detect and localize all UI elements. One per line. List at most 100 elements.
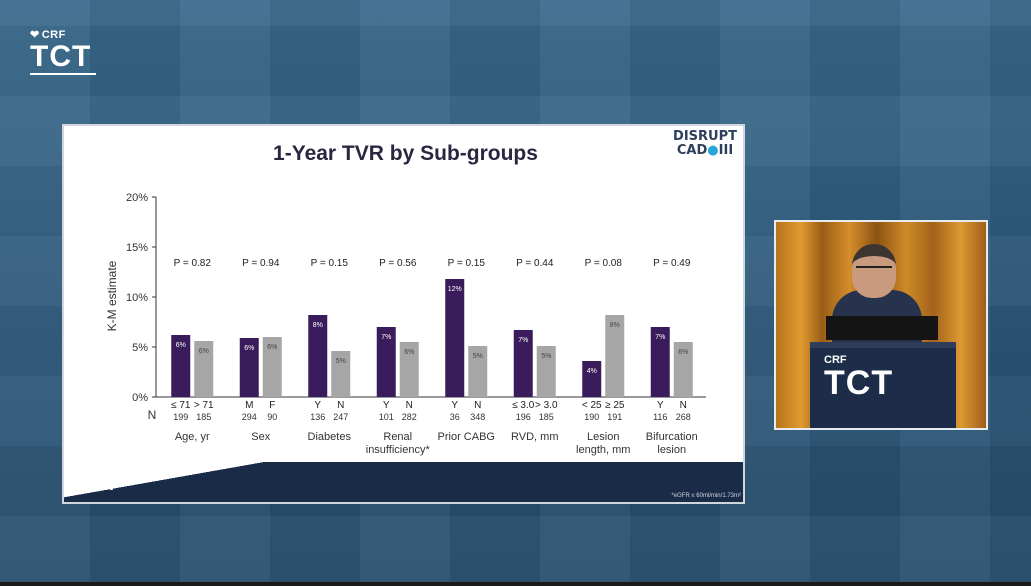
disrupt-text: DISRUPT — [673, 129, 737, 144]
bar-category-label: < 25 — [582, 400, 602, 411]
bar-category-label: Y — [451, 400, 458, 411]
tvr-bar-chart: 0% 5% 10% 15% 20% K-M estimate N P = 0.82 6% ≤ 71… — [105, 192, 706, 456]
group-label: Renal — [383, 431, 412, 443]
bar-category-label: Y — [383, 400, 390, 411]
bar — [513, 330, 533, 397]
bar-n-value: 196 — [516, 412, 531, 422]
bar-n-value: 185 — [196, 412, 211, 422]
bar-value-label: 7% — [655, 334, 665, 341]
bar-value-label: 7% — [518, 337, 528, 344]
p-value-label: P = 0.82 — [174, 258, 212, 269]
footer-tct-text: TCT — [82, 474, 117, 494]
p-value-label: P = 0.15 — [448, 258, 486, 269]
bar-value-label: 4% — [587, 368, 597, 375]
speaker-video: CRF TCT — [774, 220, 988, 430]
bar-category-label: F — [269, 400, 275, 411]
bar-n-value: 282 — [402, 412, 417, 422]
bar — [399, 342, 419, 397]
p-value-label: P = 0.44 — [516, 258, 554, 269]
numeral-text: III — [718, 143, 734, 158]
bar-value-label: 12% — [448, 286, 462, 293]
p-value-label: P = 0.56 — [379, 258, 417, 269]
group-label: Bifurcation — [646, 431, 698, 443]
bar-value-label: 5% — [541, 353, 551, 360]
bar-n-value: 268 — [676, 412, 691, 422]
bar-category-label: Y — [314, 400, 321, 411]
bar-n-value: 348 — [470, 412, 485, 422]
presentation-slide: 1-Year TVR by Sub-groups DISRUPT CAD●III… — [62, 124, 745, 504]
bar-value-label: 5% — [336, 358, 346, 365]
bar — [605, 315, 625, 397]
bar — [331, 351, 351, 397]
bar-category-label: M — [245, 400, 253, 411]
podium-crf-text: CRF — [824, 354, 847, 366]
bar — [650, 327, 670, 397]
slide-footer: CRF TCT *eGFR ≤ 60ml/min/1.73m² — [64, 462, 743, 502]
group-label: lesion — [657, 444, 686, 456]
y-tick-label: 15% — [126, 242, 148, 254]
bar-category-label: Y — [657, 400, 664, 411]
p-value-label: P = 0.15 — [311, 258, 349, 269]
bar-category-label: N — [337, 400, 344, 411]
bar-category-label: N — [474, 400, 481, 411]
bar-category-label: ≤ 3.0 — [512, 400, 535, 411]
bar-n-value: 116 — [653, 412, 667, 422]
bar-n-value: 185 — [539, 412, 554, 422]
bar-value-label: 6% — [267, 344, 277, 351]
podium-logo: CRF TCT — [824, 354, 893, 400]
footer-tct-logo: CRF TCT — [82, 466, 117, 493]
bottom-bar — [0, 582, 1031, 586]
bar-category-label: N — [406, 400, 413, 411]
bar-value-label: 6% — [404, 349, 414, 356]
bar-value-label: 5% — [473, 353, 483, 360]
bar-category-label: N — [680, 400, 687, 411]
y-axis-label: K-M estimate — [105, 260, 119, 331]
bar-n-value: 101 — [379, 412, 394, 422]
bar — [376, 327, 396, 397]
glasses-icon — [856, 266, 892, 272]
bar-n-value: 90 — [267, 412, 277, 422]
group-label: Age, yr — [175, 431, 210, 443]
y-tick-label: 5% — [132, 342, 148, 354]
podium: CRF TCT — [810, 342, 956, 428]
bar — [582, 361, 602, 397]
group-label: RVD, mm — [511, 431, 558, 443]
group-label: Diabetes — [308, 431, 352, 443]
bar-n-value: 36 — [450, 412, 460, 422]
bar-value-label: 8% — [610, 322, 620, 329]
bar — [536, 346, 556, 397]
bar-n-value: 294 — [242, 412, 257, 422]
bar-value-label: 6% — [244, 345, 254, 352]
bar — [673, 342, 693, 397]
tct-corner-logo: ❤ CRF TCT — [30, 28, 96, 75]
footnote: *eGFR ≤ 60ml/min/1.73m² — [671, 493, 741, 499]
bar-value-label: 6% — [678, 349, 688, 356]
bar-value-label: 8% — [313, 322, 323, 329]
bar-value-label: 6% — [176, 342, 186, 349]
bar — [468, 346, 488, 397]
heart-icon: ❤ — [30, 29, 40, 41]
speaker-head — [852, 244, 896, 298]
cad-text: CAD — [676, 143, 708, 158]
p-value-label: P = 0.94 — [242, 258, 280, 269]
group-label: Lesion — [587, 431, 619, 443]
disrupt-cad-logo: DISRUPT CAD●III — [673, 130, 737, 158]
bar — [308, 315, 328, 397]
bar-n-value: 247 — [333, 412, 348, 422]
tct-text: TCT — [30, 40, 92, 73]
group-label: insufficiency* — [366, 444, 431, 456]
bar-n-value: 199 — [173, 412, 188, 422]
bar — [194, 341, 214, 397]
bar-category-label: ≤ 71 — [171, 400, 191, 411]
y-tick-label: 20% — [126, 192, 148, 204]
bar — [171, 335, 191, 397]
bar-category-label: > 3.0 — [535, 400, 558, 411]
bar-value-label: 7% — [381, 334, 391, 341]
bar-n-value: 136 — [310, 412, 325, 422]
group-label: Prior CABG — [438, 431, 495, 443]
p-value-label: P = 0.49 — [653, 258, 691, 269]
crf-text: CRF — [41, 29, 66, 41]
bar — [239, 338, 259, 397]
bar — [262, 337, 282, 397]
bar-n-value: 191 — [607, 412, 622, 422]
